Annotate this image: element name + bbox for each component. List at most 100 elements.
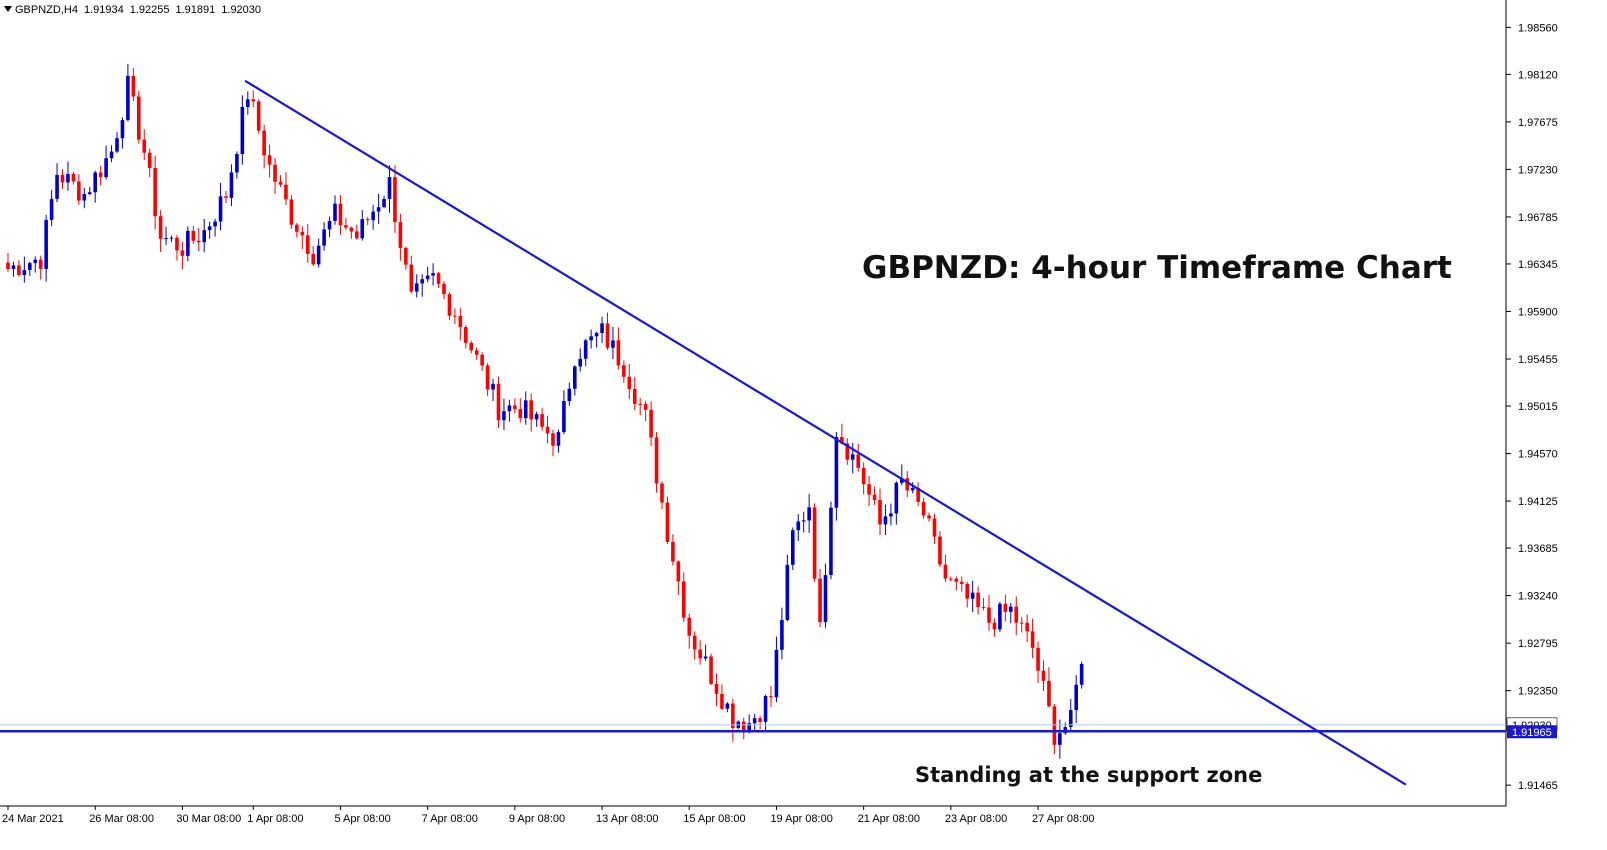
candle-body[interactable] <box>573 366 577 389</box>
candle-body[interactable] <box>959 581 964 584</box>
candle-body[interactable] <box>453 315 457 317</box>
candle-body[interactable] <box>436 273 441 284</box>
candle-body[interactable] <box>93 172 97 193</box>
candle-body[interactable] <box>556 432 561 446</box>
candle-body[interactable] <box>164 238 168 240</box>
candle-body[interactable] <box>1030 631 1035 648</box>
candle-body[interactable] <box>295 224 299 232</box>
candle-body[interactable] <box>867 484 871 495</box>
candle-body[interactable] <box>131 75 136 97</box>
candle-body[interactable] <box>943 564 948 579</box>
candle-body[interactable] <box>1014 606 1019 623</box>
candle-body[interactable] <box>262 130 266 156</box>
candle-body[interactable] <box>251 99 256 102</box>
candle-body[interactable] <box>845 443 850 460</box>
candle-body[interactable] <box>834 437 839 508</box>
candle-body[interactable] <box>278 181 283 185</box>
candle-body[interactable] <box>987 607 991 623</box>
candle-body[interactable] <box>196 240 201 243</box>
candle-body[interactable] <box>398 222 403 248</box>
candle-body[interactable] <box>649 409 653 438</box>
candle-body[interactable] <box>823 574 828 623</box>
candle-body[interactable] <box>191 230 196 241</box>
candle-body[interactable] <box>774 649 779 698</box>
collapse-triangle-icon[interactable] <box>4 6 12 12</box>
candle-body[interactable] <box>158 216 163 239</box>
candle-body[interactable] <box>491 383 495 390</box>
candle-body[interactable] <box>1003 603 1008 612</box>
candle-body[interactable] <box>327 220 332 230</box>
candle-body[interactable] <box>66 173 70 183</box>
candle-body[interactable] <box>218 196 223 222</box>
candle-body[interactable] <box>551 433 555 446</box>
candle-body[interactable] <box>311 253 315 265</box>
candle-body[interactable] <box>496 383 501 421</box>
candle-body[interactable] <box>861 467 866 485</box>
candle-body[interactable] <box>720 693 724 709</box>
candle-body[interactable] <box>147 152 152 169</box>
candle-body[interactable] <box>333 203 337 221</box>
candle-body[interactable] <box>703 656 708 659</box>
candle-body[interactable] <box>474 350 479 355</box>
candle-body[interactable] <box>545 426 550 434</box>
candle-body[interactable] <box>1058 733 1062 745</box>
candle-body[interactable] <box>731 703 735 728</box>
candle-body[interactable] <box>305 235 310 254</box>
candle-body[interactable] <box>578 358 583 367</box>
candle-body[interactable] <box>605 323 610 348</box>
candle-body[interactable] <box>763 696 768 722</box>
candle-body[interactable] <box>267 155 272 165</box>
candle-body[interactable] <box>371 211 375 221</box>
candle-body[interactable] <box>289 199 294 225</box>
candle-body[interactable] <box>807 507 811 521</box>
candle-body[interactable] <box>98 172 103 178</box>
candle-body[interactable] <box>878 499 882 525</box>
candle-body[interactable] <box>365 219 370 221</box>
candle-body[interactable] <box>752 718 757 724</box>
candle-body[interactable] <box>1074 684 1078 711</box>
candle-body[interactable] <box>180 250 185 256</box>
candle-body[interactable] <box>518 409 523 419</box>
candle-body[interactable] <box>344 225 348 228</box>
candle-body[interactable] <box>780 620 784 650</box>
candle-body[interactable] <box>938 536 942 565</box>
candle-body[interactable] <box>583 340 588 359</box>
candle-body[interactable] <box>349 227 354 232</box>
candle-body[interactable] <box>698 649 702 659</box>
candle-body[interactable] <box>17 265 21 276</box>
candle-body[interactable] <box>431 273 435 276</box>
candle-body[interactable] <box>55 174 59 199</box>
candle-body[interactable] <box>643 403 648 410</box>
candle-body[interactable] <box>600 323 604 333</box>
candle-body[interactable] <box>109 151 114 159</box>
candle-body[interactable] <box>6 262 10 269</box>
candle-body[interactable] <box>87 192 92 195</box>
candle-body[interactable] <box>992 622 997 630</box>
candle-body[interactable] <box>954 578 959 582</box>
candle-body[interactable] <box>687 617 692 636</box>
candle-body[interactable] <box>169 237 174 239</box>
candle-body[interactable] <box>464 327 468 343</box>
candle-body[interactable] <box>115 138 119 152</box>
candle-body[interactable] <box>1052 706 1057 745</box>
candle-body[interactable] <box>949 578 953 580</box>
candle-body[interactable] <box>71 173 76 182</box>
candle-body[interactable] <box>791 530 795 565</box>
candle-body[interactable] <box>360 219 365 239</box>
candle-body[interactable] <box>458 315 463 328</box>
candle-body[interactable] <box>414 283 419 292</box>
candle-body[interactable] <box>469 342 474 351</box>
candle-body[interactable] <box>1068 710 1073 728</box>
candle-body[interactable] <box>976 592 980 608</box>
candle-body[interactable] <box>921 501 926 516</box>
candle-body[interactable] <box>153 168 157 217</box>
candle-body[interactable] <box>894 482 899 514</box>
candle-body[interactable] <box>758 718 762 722</box>
candle-body[interactable] <box>382 198 386 208</box>
candle-body[interactable] <box>404 247 408 265</box>
candle-body[interactable] <box>442 283 446 295</box>
candle-body[interactable] <box>273 164 277 182</box>
candle-body[interactable] <box>202 230 206 243</box>
candle-body[interactable] <box>284 184 288 200</box>
candle-body[interactable] <box>889 513 893 517</box>
